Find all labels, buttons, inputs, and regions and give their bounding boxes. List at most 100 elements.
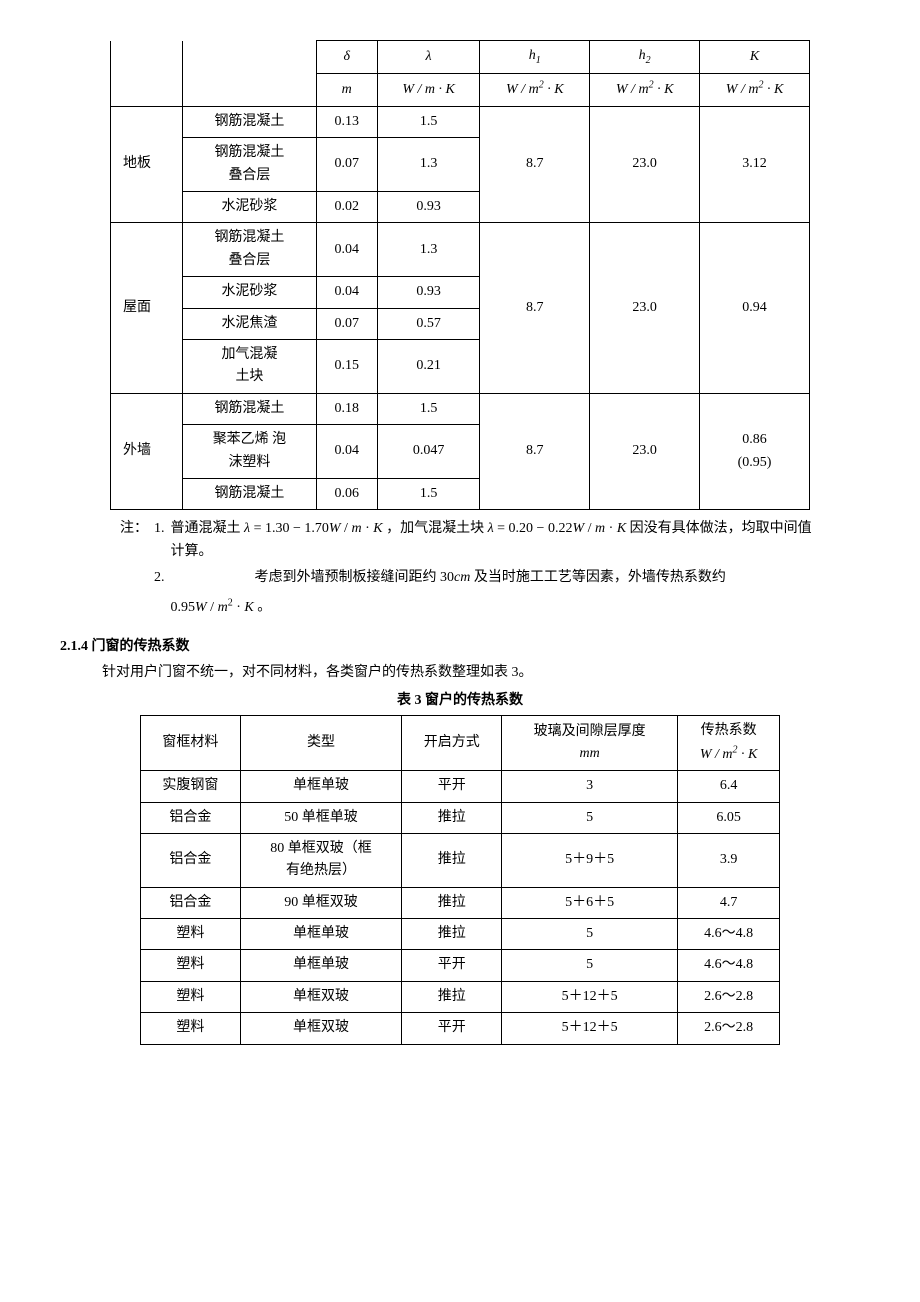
note1-a: 普通混凝土 xyxy=(171,521,245,536)
cell: 2.6～2.8 xyxy=(678,981,780,1012)
cell: 2.6～2.8 xyxy=(678,1013,780,1044)
mat: 钢筋混凝土 叠合层 xyxy=(183,138,316,192)
table-envelope-coefficients: δ λ h1 h2 K m W / m · K W / m2 · K W / m… xyxy=(110,40,810,510)
cell: 塑料 xyxy=(141,1013,241,1044)
cell: 50 单框单玻 xyxy=(240,802,402,833)
note2-text: 考虑到外墙预制板接缝间距约 30cm 及当时施工工艺等因素，外墙传热系数约 0.… xyxy=(171,567,821,619)
h2: 23.0 xyxy=(590,223,700,393)
hdr-glass-a: 玻璃及间隙层厚度 xyxy=(534,724,646,739)
unit-wmk: W / m · K xyxy=(402,82,455,97)
cell: 推拉 xyxy=(402,981,502,1012)
cell: 单框单玻 xyxy=(240,950,402,981)
table-row: 塑料单框单玻平开54.6～4.8 xyxy=(141,950,780,981)
h1: 8.7 xyxy=(480,106,590,223)
cell: 塑料 xyxy=(141,981,241,1012)
note1-b: ，加气混凝土块 xyxy=(383,521,488,536)
cell: 5＋12＋5 xyxy=(502,981,678,1012)
lambda: 1.5 xyxy=(377,478,480,509)
note1-formula2: λ = 0.20 − 0.22W / m · K xyxy=(488,521,627,536)
mat: 聚苯乙烯 泡 沫塑料 xyxy=(183,425,316,479)
group-floor: 地板 xyxy=(111,106,183,223)
delta: 0.02 xyxy=(316,192,377,223)
lambda: 0.93 xyxy=(377,192,480,223)
section-para: 针对用户门窗不统一，对不同材料，各类窗户的传热系数整理如表 3。 xyxy=(102,662,860,684)
delta: 0.18 xyxy=(316,393,377,424)
delta: 0.15 xyxy=(316,339,377,393)
cell: 平开 xyxy=(402,950,502,981)
delta: 0.06 xyxy=(316,478,377,509)
hdr-K: 传热系数 W / m2 · K xyxy=(678,715,780,770)
mat: 钢筋混凝土 xyxy=(183,106,316,137)
note2-a: 考虑到外墙预制板接缝间距约 xyxy=(255,570,441,585)
cell: 单框单玻 xyxy=(240,771,402,802)
cell: 平开 xyxy=(402,1013,502,1044)
delta: 0.04 xyxy=(316,425,377,479)
note1-text: 普通混凝土 λ = 1.30 − 1.70W / m · K ，加气混凝土块 λ… xyxy=(171,518,821,563)
notes-label: 注： xyxy=(120,518,148,563)
table-row: 塑料单框双玻推拉5＋12＋52.6～2.8 xyxy=(141,981,780,1012)
hdr-K-a: 传热系数 xyxy=(701,723,757,738)
table-row: 铝合金50 单框单玻推拉56.05 xyxy=(141,802,780,833)
cell: 4.6～4.8 xyxy=(678,919,780,950)
delta: 0.07 xyxy=(316,308,377,339)
cell: 5 xyxy=(502,802,678,833)
cell: 推拉 xyxy=(402,802,502,833)
table-row: 铝合金80 单框双玻（框 有绝热层）推拉5＋9＋53.9 xyxy=(141,833,780,887)
mat: 水泥砂浆 xyxy=(183,192,316,223)
table-header-symbols: δ λ h1 h2 K xyxy=(111,41,810,74)
cell: 单框双玻 xyxy=(240,1013,402,1044)
cell: 单框双玻 xyxy=(240,981,402,1012)
mat: 加气混凝 土块 xyxy=(183,339,316,393)
delta: 0.07 xyxy=(316,138,377,192)
note1-formula1: λ = 1.30 − 1.70W / m · K xyxy=(244,521,383,536)
delta: 0.04 xyxy=(316,277,377,308)
h2: 23.0 xyxy=(590,393,700,510)
col-K: K xyxy=(750,49,759,64)
cell: 3.9 xyxy=(678,833,780,887)
note2-num: 2. xyxy=(154,567,165,619)
K: 3.12 xyxy=(700,106,810,223)
table-window-coefficients: 窗框材料 类型 开启方式 玻璃及间隙层厚度 mm 传热系数 W / m2 · K… xyxy=(140,715,780,1045)
table-row: 塑料单框单玻推拉54.6～4.8 xyxy=(141,919,780,950)
group-wall: 外墙 xyxy=(111,393,183,510)
cell: 6.05 xyxy=(678,802,780,833)
unit-wm2k: W / m2 · K xyxy=(726,82,784,97)
cell: 推拉 xyxy=(402,919,502,950)
mat: 钢筋混凝土 叠合层 xyxy=(183,223,316,277)
unit-wm2k: W / m2 · K xyxy=(506,82,564,97)
group-roof: 屋面 xyxy=(111,223,183,393)
cell: 实腹钢窗 xyxy=(141,771,241,802)
lambda: 0.047 xyxy=(377,425,480,479)
cell: 5 xyxy=(502,919,678,950)
cell: 铝合金 xyxy=(141,802,241,833)
lambda: 1.5 xyxy=(377,393,480,424)
table-row: 地板 钢筋混凝土 0.13 1.5 8.7 23.0 3.12 xyxy=(111,106,810,137)
note2-formula2: 0.95W / m2 · K xyxy=(171,600,254,615)
cell: 6.4 xyxy=(678,771,780,802)
cell: 90 单框双玻 xyxy=(240,887,402,918)
hdr-K-b: W / m2 · K xyxy=(700,747,758,762)
note2-c: 。 xyxy=(254,600,272,615)
cell: 5 xyxy=(502,950,678,981)
mat: 水泥砂浆 xyxy=(183,277,316,308)
table-row: 屋面 钢筋混凝土 叠合层 0.04 1.3 8.7 23.0 0.94 xyxy=(111,223,810,277)
note2-formula1: 30cm xyxy=(440,570,470,585)
col-lambda: λ xyxy=(426,49,432,64)
cell: 4.7 xyxy=(678,887,780,918)
lambda: 1.5 xyxy=(377,106,480,137)
lambda: 0.21 xyxy=(377,339,480,393)
hdr-type: 类型 xyxy=(240,715,402,770)
lambda: 0.93 xyxy=(377,277,480,308)
delta: 0.13 xyxy=(316,106,377,137)
notes-block: 注： 1. 普通混凝土 λ = 1.30 − 1.70W / m · K ，加气… xyxy=(120,518,820,619)
col-delta: δ xyxy=(343,49,350,64)
table-row: 外墙 钢筋混凝土 0.18 1.5 8.7 23.0 0.86 (0.95) xyxy=(111,393,810,424)
cell: 推拉 xyxy=(402,833,502,887)
cell: 80 单框双玻（框 有绝热层） xyxy=(240,833,402,887)
cell: 5＋12＋5 xyxy=(502,1013,678,1044)
hdr-glass: 玻璃及间隙层厚度 mm xyxy=(502,715,678,770)
note1-num: 1. xyxy=(154,518,165,563)
cell: 5＋6＋5 xyxy=(502,887,678,918)
hdr-frame: 窗框材料 xyxy=(141,715,241,770)
cell: 推拉 xyxy=(402,887,502,918)
